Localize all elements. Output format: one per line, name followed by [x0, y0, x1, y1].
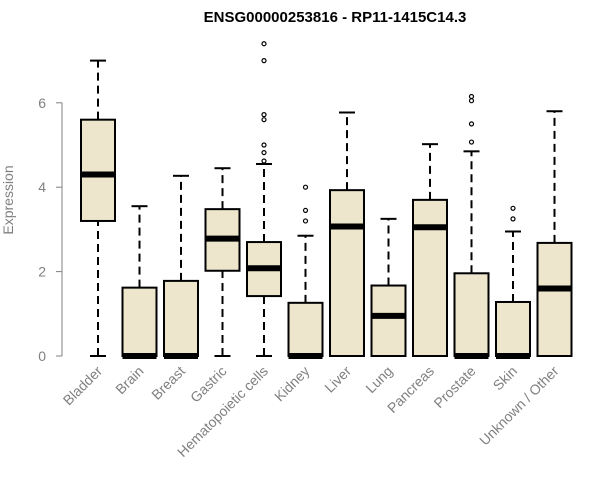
outlier-point — [261, 142, 267, 148]
outlier-point — [468, 121, 475, 127]
x-tick-label: Brain — [112, 363, 146, 397]
box-brain — [121, 205, 158, 359]
x-tick-label: Skin — [490, 363, 521, 394]
outlier-point — [261, 117, 267, 123]
box-skin — [495, 205, 531, 359]
iqr-box — [329, 189, 365, 357]
y-axis: 0 2 4 6 — [38, 95, 63, 364]
box-hematopoietic-cells — [246, 41, 282, 357]
y-axis-label: Expression — [0, 165, 16, 234]
x-tick-label: Bladder — [60, 363, 106, 409]
outlier-point — [468, 139, 475, 145]
iqr-box — [536, 241, 573, 358]
outlier-point — [261, 112, 267, 118]
iqr-box — [163, 279, 199, 357]
x-tick-label: Liver — [321, 363, 354, 396]
iqr-box — [495, 300, 531, 358]
outlier-point — [261, 158, 267, 164]
y-tick-label: 2 — [38, 264, 46, 280]
box-prostate — [453, 93, 490, 359]
y-tick-label: 4 — [38, 179, 46, 195]
outlier-point — [510, 216, 516, 222]
x-tick-label: Lung — [362, 363, 395, 396]
outlier-point — [510, 205, 516, 211]
outlier-point — [468, 98, 475, 104]
box-pancreas — [412, 143, 448, 357]
outlier-point — [302, 184, 309, 190]
iqr-box — [80, 118, 116, 222]
box-bladder — [80, 59, 116, 357]
outlier-point — [302, 207, 309, 214]
box-lung — [370, 217, 407, 357]
iqr-box — [370, 284, 407, 357]
x-tick-label: Unknown / Other — [476, 363, 562, 449]
outlier-point — [261, 41, 267, 47]
box-unknown-other — [536, 110, 573, 358]
y-tick-label: 6 — [38, 95, 46, 111]
outlier-point — [302, 218, 309, 224]
box-liver — [329, 111, 365, 357]
boxes-group — [80, 41, 573, 359]
outlier-point — [261, 57, 267, 64]
iqr-box — [453, 272, 490, 357]
iqr-box — [412, 198, 448, 357]
chart-title: ENSG00000253816 - RP11-1415C14.3 — [204, 9, 467, 26]
y-tick-label: 0 — [38, 348, 46, 364]
box-breast — [163, 174, 199, 359]
x-tick-label: Prostate — [430, 363, 478, 411]
box-kidney — [287, 184, 324, 359]
x-tick-label: Breast — [148, 363, 188, 403]
iqr-box — [287, 301, 324, 358]
iqr-box — [121, 286, 158, 357]
box-gastric — [204, 167, 241, 357]
outlier-point — [261, 149, 267, 156]
x-tick-label: Kidney — [271, 363, 313, 405]
outlier-point — [468, 93, 475, 100]
